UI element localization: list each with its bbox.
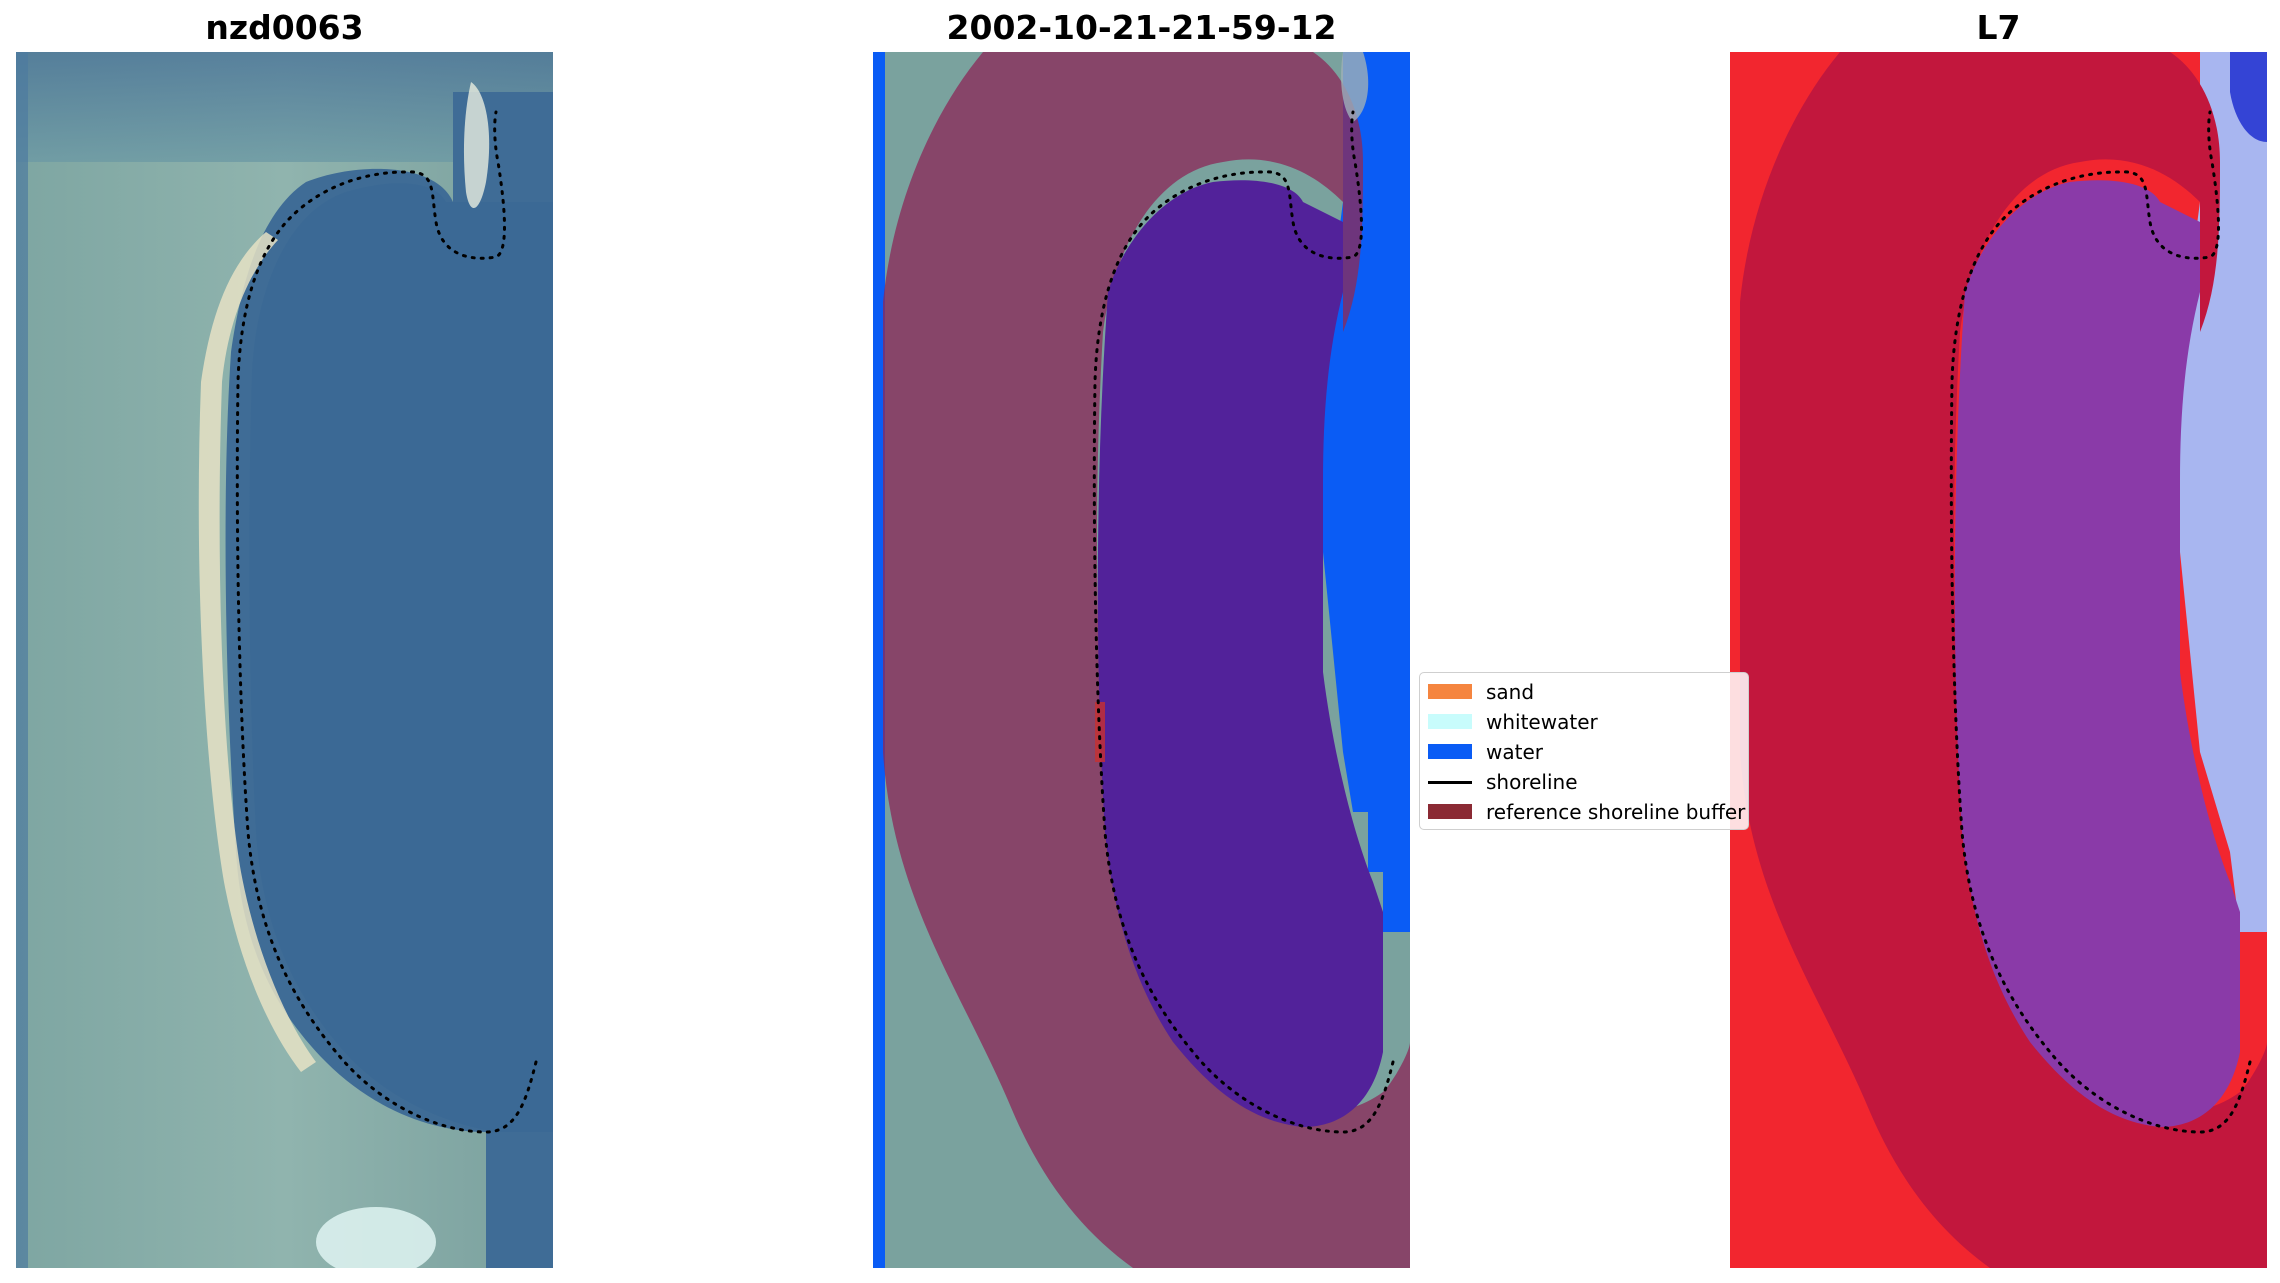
water-swatch	[1428, 744, 1472, 759]
classified-image	[873, 52, 1410, 1268]
sand-pixels	[1095, 702, 1105, 762]
rgb-image-panel	[16, 52, 553, 1268]
legend-label: sand	[1486, 680, 1535, 704]
panel-title-classified: 2002-10-21-21-59-12	[946, 8, 1337, 47]
shoreline	[235, 110, 538, 1134]
lagoon-water-inner	[249, 183, 553, 1133]
legend-item-sand: sand	[1420, 677, 1748, 707]
panel-title-rgb: nzd0063	[205, 8, 364, 47]
legend-item-whitewater: whitewater	[1420, 707, 1748, 737]
rgb-image	[16, 52, 553, 1268]
legend-item-reference-buffer: reference shoreline buffer	[1420, 797, 1748, 827]
sand-swatch	[1428, 684, 1472, 699]
legend: sand whitewater water shoreline referenc…	[1419, 672, 1749, 830]
legend-label: whitewater	[1486, 710, 1598, 734]
bright-spot-top	[1341, 52, 1369, 122]
index-buffer	[1740, 52, 2267, 1268]
bright-spot-top	[463, 82, 490, 209]
shoreline	[1092, 110, 1395, 1134]
shoreline-line-icon	[1428, 781, 1472, 784]
left-edge-strip	[16, 52, 28, 1268]
water-in-buffer	[1097, 180, 1383, 1127]
index-image	[1730, 52, 2267, 1268]
legend-label: water	[1486, 740, 1543, 764]
legend-item-water: water	[1420, 737, 1748, 767]
sand-beach	[198, 232, 316, 1072]
index-water-in-buffer	[1954, 180, 2240, 1127]
reference-shoreline-buffer	[883, 52, 1410, 1268]
reference-buffer-swatch	[1428, 804, 1472, 819]
shoreline	[1949, 110, 2252, 1134]
index-water-bright-spot	[2230, 52, 2267, 142]
legend-label: reference shoreline buffer	[1486, 800, 1746, 824]
water-strip-left	[873, 52, 885, 1268]
whitewater-swatch	[1428, 714, 1472, 729]
index-image-panel	[1730, 52, 2267, 1268]
panel-title-index: L7	[1976, 8, 2021, 47]
bright-spot-bottom	[316, 1207, 436, 1268]
legend-item-shoreline: shoreline	[1420, 767, 1748, 797]
classified-image-panel	[873, 52, 1410, 1268]
legend-label: shoreline	[1486, 770, 1578, 794]
